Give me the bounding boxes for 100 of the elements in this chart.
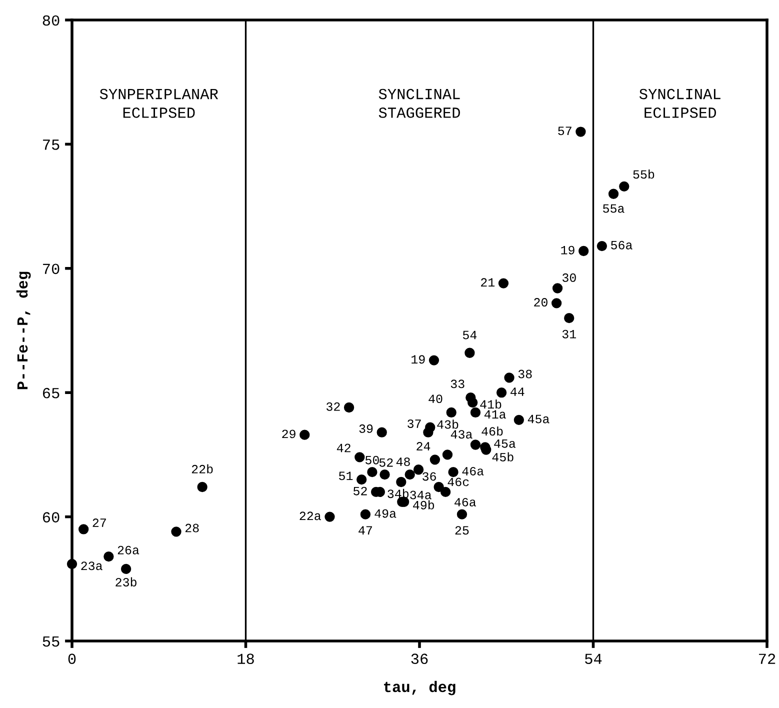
point: [300, 430, 310, 440]
annotation: 31: [562, 330, 576, 338]
annotation: 20: [534, 298, 548, 307]
point: [423, 427, 434, 438]
annotation: 32: [326, 402, 340, 411]
point: [360, 509, 371, 520]
annotation: 23b: [116, 577, 136, 586]
annotation: 29: [282, 430, 296, 438]
annotation: 46a: [454, 498, 476, 506]
annotation: 36: [422, 472, 436, 481]
annotation: 54: [462, 330, 477, 340]
point: [576, 126, 586, 137]
point: [78, 524, 89, 534]
annotation: 21: [481, 278, 495, 287]
point: [468, 397, 478, 408]
annotation: 41a: [484, 410, 506, 419]
point: [504, 372, 514, 383]
annotation: 33: [450, 380, 464, 388]
x-tick-label: 36: [411, 654, 428, 664]
annotation: 22a: [300, 512, 321, 520]
point: [428, 355, 440, 366]
annotation: 46c: [448, 478, 469, 486]
annotation: SYNPERIPLANAR ECLIPSED: [100, 88, 218, 118]
point: [367, 467, 378, 478]
annotation: 47: [358, 526, 372, 534]
point: [464, 348, 475, 358]
point: [434, 482, 444, 492]
x-axis-title: tau, deg: [384, 680, 456, 696]
point: [197, 482, 208, 492]
annotation: 51: [339, 472, 353, 480]
annotation: 44: [510, 388, 524, 396]
x-tick-label: 72: [759, 654, 776, 664]
annotation: 41b: [480, 399, 502, 409]
annotation: 28: [185, 524, 199, 532]
point: [104, 551, 114, 562]
point: [413, 464, 424, 475]
annotation: 40: [428, 394, 442, 404]
point: [596, 240, 608, 252]
annotation: 27: [92, 518, 106, 527]
annotation: 57: [558, 126, 572, 136]
annotation: 39: [359, 424, 373, 433]
annotation: 55b: [633, 169, 654, 179]
annotation: 52: [354, 486, 367, 496]
point: [376, 427, 387, 438]
annotation: 46b: [482, 426, 503, 436]
point: [344, 402, 354, 413]
y-tick-label: 60: [42, 512, 60, 522]
annotation: 52: [379, 458, 393, 467]
annotation: 38: [518, 370, 532, 378]
point: [470, 440, 481, 450]
point: [578, 246, 589, 256]
annotation: 45a: [494, 439, 516, 448]
y-tick-label: 55: [42, 636, 60, 647]
annotation: 22b: [192, 464, 213, 474]
point: [396, 476, 406, 488]
point: [354, 452, 365, 462]
point: [456, 509, 468, 520]
y-tick-label: 80: [42, 15, 60, 26]
x-tick-label: 18: [238, 654, 254, 664]
annotation: 49a: [374, 509, 396, 518]
annotation: 49b: [413, 500, 434, 510]
annotation: 48: [396, 458, 410, 466]
annotation: 46a: [462, 466, 484, 476]
point: [442, 450, 453, 460]
annotation: 43b: [437, 420, 458, 429]
point: [440, 486, 451, 498]
point: [619, 181, 630, 192]
annotation: 34a: [410, 490, 432, 500]
point: [498, 278, 509, 288]
point: [324, 512, 335, 522]
annotation: 23a: [81, 562, 102, 570]
annotation: 34b: [388, 488, 409, 498]
point: [430, 454, 440, 465]
annotation: 45b: [492, 452, 514, 462]
point: [380, 469, 390, 480]
annotation: 50: [365, 456, 379, 464]
annotation: 30: [562, 273, 576, 282]
point: [356, 474, 367, 485]
x-tick-label: 0: [68, 654, 76, 664]
y-axis-title: P--Fe--P, deg: [16, 272, 31, 390]
point: [514, 414, 524, 426]
point: [551, 298, 562, 308]
point: [448, 467, 458, 478]
x-tick-label: 54: [585, 654, 602, 664]
annotation: 43a: [450, 430, 472, 439]
annotation: 24: [416, 442, 430, 450]
point: [446, 407, 456, 418]
point: [552, 283, 563, 294]
point: [404, 469, 415, 480]
annotation: SYNCLINAL ECLIPSED: [639, 88, 720, 118]
point: [171, 526, 182, 537]
annotation: 55a: [603, 204, 624, 213]
annotation: 42: [336, 444, 350, 452]
y-tick-label: 70: [43, 264, 60, 274]
point: [496, 388, 507, 398]
annotation: 25: [455, 526, 469, 535]
point: [470, 407, 481, 418]
annotation: 37: [408, 419, 421, 428]
annotation: 19: [561, 246, 574, 254]
annotation: 56a: [611, 240, 632, 250]
